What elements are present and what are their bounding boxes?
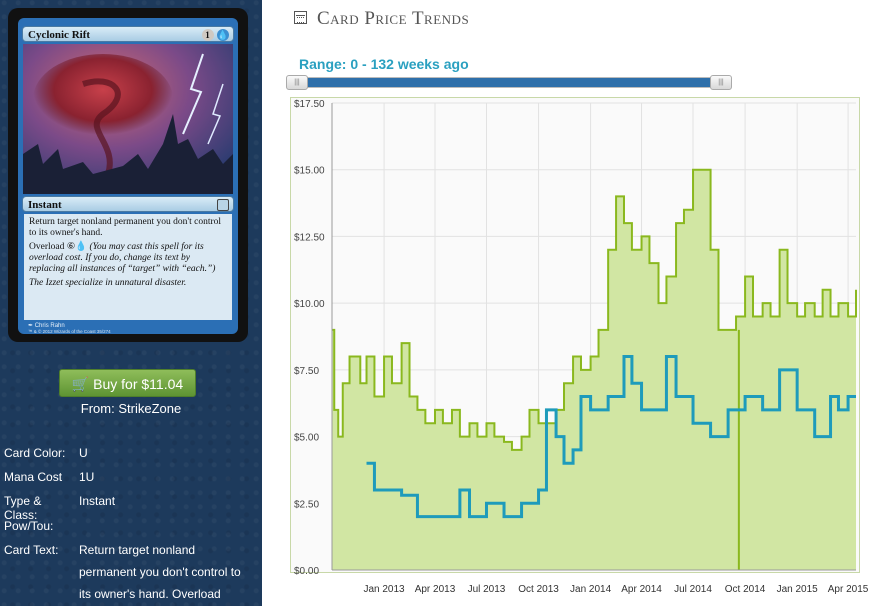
range-slider-handle-min[interactable]: ||| [286,75,308,90]
info-label: Mana Cost [4,470,63,484]
x-tick-label: Jul 2014 [674,584,712,595]
info-label: Type & Class: [4,494,42,522]
x-tick-label: Apr 2014 [621,584,662,595]
seller-label: From: StrikeZone [80,401,182,416]
low-price-line [366,355,856,519]
mana-symbol-generic: 1 [201,29,214,41]
cart-icon: 🛒 [71,376,90,392]
x-tick-label: Oct 2014 [725,584,766,595]
x-tick-label: Jan 2013 [363,584,405,595]
y-tick-label: $17.50 [294,99,325,110]
info-value: Instant [79,494,116,508]
x-tick-label: Apr 2013 [415,584,456,595]
price-chart: $0.00 $2.50 $5.00 $7.50 $10.00 $12.50 $15.00 $1… [290,97,869,595]
x-tick-label: Apr 2015 [828,584,869,595]
page-title: Card Price Trends [317,8,470,29]
card-text-box: Return target nonland permanent you don'… [24,214,232,320]
card-mana-cost: 1 💧 [201,28,229,44]
x-tick-label: Oct 2013 [518,584,559,595]
info-label: Pow/Tou: [4,519,54,533]
range-slider-handle-max[interactable]: ||| [710,75,732,90]
x-tick-label: Jan 2014 [570,584,612,595]
card-type-bar: Instant [22,196,234,212]
y-tick-label: $0.00 [294,566,319,577]
set-symbol-icon [217,199,229,211]
card-sidebar: Cyclonic Rift 1 💧 [0,0,262,606]
calendar-icon [294,11,307,24]
card-flavor-text: The Izzet specialize in unnatural disast… [29,278,187,288]
card-type-line: Instant [28,199,62,211]
high-price-line [332,168,857,451]
info-value: 1U [79,470,95,484]
card-copyright: ™ & © 2012 Wizards of the Coast 35/274 [28,329,111,334]
y-tick-label: $2.50 [294,499,319,510]
overload-cost: ⑥💧 [66,242,88,252]
card-overload-text: Overload ⑥💧 (You may cast this spell for… [29,242,227,275]
y-tick-label: $10.00 [294,299,325,310]
card-rules-text: Return target nonland permanent you don'… [29,217,222,238]
card-name: Cyclonic Rift [28,29,91,41]
info-label: Card Color: [4,446,66,460]
x-tick-label: Jul 2013 [468,584,506,595]
x-tick-label: Jan 2015 [777,584,819,595]
info-value: U [79,446,88,460]
buy-button-label: Buy for $11.04 [93,376,184,392]
y-tick-label: $15.00 [294,166,325,177]
card-frame: Cyclonic Rift 1 💧 [18,18,238,334]
high-price-area [332,169,856,570]
card-name-bar: Cyclonic Rift 1 💧 [22,26,234,42]
card-artist: ✒ Chris Rahn [28,323,65,329]
y-tick-label: $5.00 [294,433,319,444]
card-artist-name: Chris Rahn [34,323,65,329]
chart-series [332,168,857,570]
info-label: Card Text: [4,543,59,557]
y-tick-label: $12.50 [294,232,325,243]
card-art [23,44,233,194]
overload-label: Overload [29,242,65,252]
y-tick-label: $7.50 [294,366,319,377]
x-axis: Jan 2013 Apr 2013 Jul 2013 Oct 2013 Jan 2014… [332,569,869,595]
overload-reminder: (You may cast this spell for its overloa… [29,242,216,274]
info-value: Return target nonland permanent you don'… [79,543,241,601]
card-art-illustration [23,44,233,194]
range-slider-selection [296,78,722,87]
range-label: Range: 0 - 132 weeks ago [299,56,469,72]
y-axis: $0.00 $2.50 $5.00 $7.50 $10.00 $12.50 $15.00 $1… [294,99,333,577]
card-image: Cyclonic Rift 1 💧 [8,8,248,342]
buy-button[interactable]: 🛒 Buy for $11.04 [59,369,196,397]
mana-symbol-blue: 💧 [217,29,229,41]
